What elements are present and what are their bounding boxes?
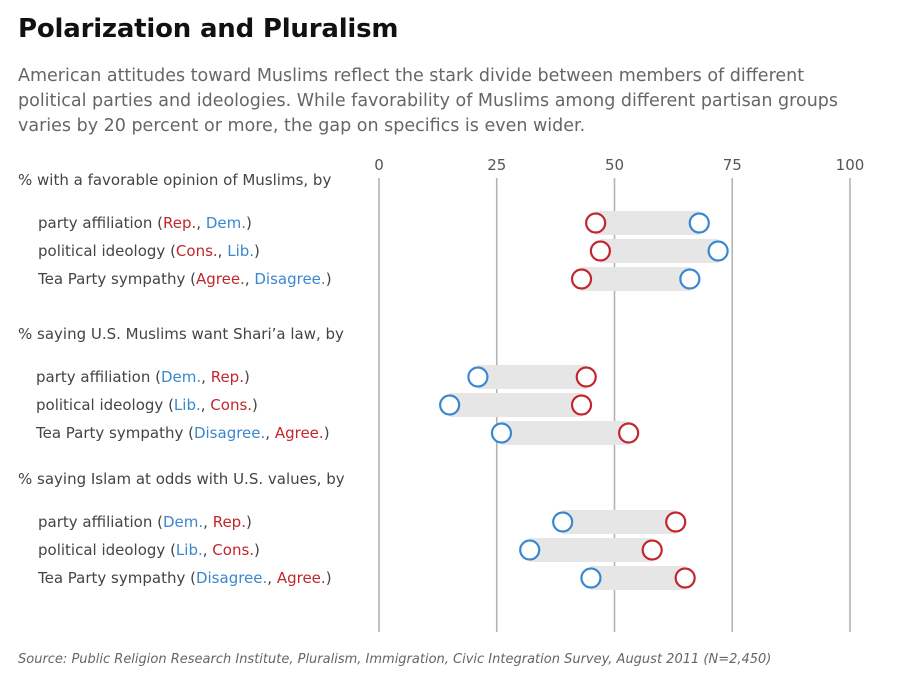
row-label: party affiliation (Rep., Dem.) <box>38 214 252 232</box>
gap-bar <box>562 510 676 534</box>
legend-blue: Disagree. <box>194 424 265 442</box>
row-label: party affiliation (Dem., Rep.) <box>36 368 250 386</box>
row-label: political ideology (Lib., Cons.) <box>38 541 260 559</box>
row-label: Tea Party sympathy (Disagree., Agree.) <box>37 569 332 587</box>
row-label: party affiliation (Dem., Rep.) <box>38 513 252 531</box>
legend-red: Cons. <box>212 541 254 559</box>
row-label-text: Tea Party sympathy ( <box>37 569 196 587</box>
marker-red <box>585 212 607 234</box>
marker-blue <box>552 511 574 533</box>
x-tick-label: 75 <box>723 156 742 174</box>
chart-subtitle: American attitudes toward Muslims reflec… <box>18 66 839 136</box>
x-tick-label: 50 <box>605 156 624 174</box>
row-label-text: political ideology ( <box>38 541 176 559</box>
legend-red: Cons. <box>176 242 218 260</box>
group-title: % saying U.S. Muslims want Shari’a law, … <box>18 325 344 343</box>
gap-bar <box>477 365 587 389</box>
x-tick-label: 25 <box>487 156 506 174</box>
legend-blue: Dem. <box>206 214 246 232</box>
marker-blue <box>679 268 701 290</box>
close-paren: ) <box>244 368 250 386</box>
legend-red: Rep. <box>163 214 196 232</box>
marker-blue <box>467 366 489 388</box>
x-tick-label: 0 <box>374 156 384 174</box>
separator: , <box>201 396 211 414</box>
marker-blue <box>519 539 541 561</box>
marker-red <box>618 422 640 444</box>
row-label-text: party affiliation ( <box>38 214 163 232</box>
marker-red <box>570 268 593 290</box>
row-label: political ideology (Cons., Lib.) <box>38 242 260 260</box>
row-label-text: Tea Party sympathy ( <box>35 424 194 442</box>
gap-bar <box>501 421 629 445</box>
close-paren: ) <box>246 513 252 531</box>
legend-blue: Disagree. <box>196 569 267 587</box>
row-label-text: political ideology ( <box>38 242 176 260</box>
row-label-text: political ideology ( <box>36 396 174 414</box>
row-label-text: party affiliation ( <box>36 368 161 386</box>
group-title: % saying Islam at odds with U.S. values,… <box>18 470 345 488</box>
legend-blue: Dem. <box>161 368 201 386</box>
row-label-text: Tea Party sympathy ( <box>37 270 196 288</box>
legend-red: Agree. <box>277 569 326 587</box>
marker-blue <box>688 212 710 234</box>
marker-blue <box>490 422 513 444</box>
legend-red: Agree. <box>196 270 245 288</box>
close-paren: ) <box>246 214 252 232</box>
marker-red <box>641 539 663 561</box>
legend-blue: Lib. <box>227 242 254 260</box>
separator: , <box>265 424 275 442</box>
separator: , <box>267 569 277 587</box>
separator: , <box>245 270 255 288</box>
marker-blue <box>707 240 729 262</box>
source-note: Source: Public Religion Research Institu… <box>18 652 772 667</box>
row-label: Tea Party sympathy (Disagree., Agree.) <box>35 424 330 442</box>
legend-blue: Dem. <box>163 513 203 531</box>
close-paren: ) <box>254 541 260 559</box>
legend-red: Agree. <box>275 424 324 442</box>
row-label: political ideology (Lib., Cons.) <box>36 396 258 414</box>
legend-blue: Lib. <box>176 541 203 559</box>
marker-red <box>570 394 593 416</box>
gap-bar <box>595 211 700 235</box>
close-paren: ) <box>254 242 260 260</box>
close-paren: ) <box>252 396 258 414</box>
separator: , <box>203 513 213 531</box>
legend-blue: Disagree. <box>254 270 325 288</box>
legend-red: Cons. <box>210 396 252 414</box>
x-tick-label: 100 <box>836 156 865 174</box>
separator: , <box>203 541 213 559</box>
gap-bar <box>449 393 582 417</box>
marker-red <box>674 567 696 589</box>
legend-red: Rep. <box>213 513 246 531</box>
gap-bar <box>600 239 719 263</box>
gap-bar <box>529 538 653 562</box>
legend-blue: Lib. <box>174 396 201 414</box>
legend-red: Rep. <box>211 368 244 386</box>
close-paren: ) <box>326 270 332 288</box>
chart-title: Polarization and Pluralism <box>18 14 399 44</box>
group-title: % with a favorable opinion of Muslims, b… <box>18 171 331 189</box>
close-paren: ) <box>324 424 330 442</box>
row-label-text: party affiliation ( <box>38 513 163 531</box>
marker-red <box>589 240 611 262</box>
separator: , <box>201 368 211 386</box>
marker-blue <box>580 567 602 589</box>
marker-red <box>575 366 597 388</box>
separator: , <box>218 242 228 260</box>
close-paren: ) <box>326 569 332 587</box>
row-label: Tea Party sympathy (Agree., Disagree.) <box>37 270 332 288</box>
marker-red <box>665 511 687 533</box>
gap-bar <box>581 267 690 291</box>
gap-bar <box>590 566 686 590</box>
separator: , <box>196 214 206 232</box>
marker-blue <box>439 394 461 416</box>
